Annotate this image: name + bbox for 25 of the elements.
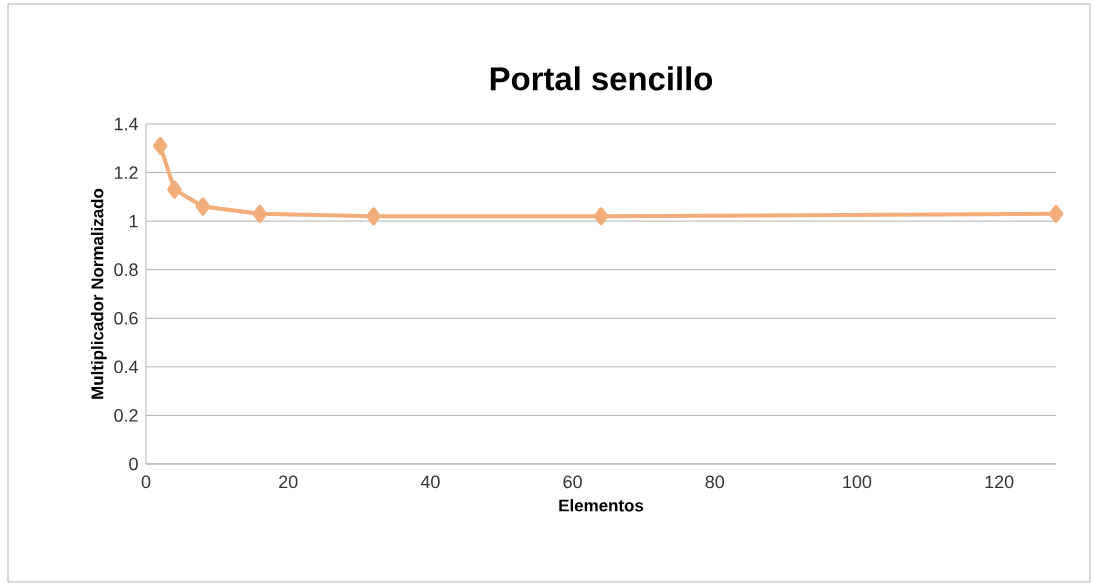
point: [252, 204, 268, 223]
y-tick-label: 0: [129, 457, 138, 471]
x-tick-label: 0: [141, 475, 151, 489]
x-tick-label: 120: [985, 475, 1014, 489]
point: [593, 207, 609, 226]
x-tick-label: 20: [279, 475, 298, 489]
point: [195, 197, 211, 216]
y-tick-label: 0.4: [114, 360, 138, 374]
point: [1048, 204, 1064, 223]
y-tick-label: 0.6: [114, 311, 138, 325]
x-tick-label: 100: [843, 475, 872, 489]
y-tick-label: 1: [129, 214, 138, 228]
point: [152, 136, 168, 155]
y-axis-title: Multiplicador Normalizado: [90, 188, 107, 399]
y-tick-label: 1.4: [114, 117, 138, 131]
chart-title: Portal sencillo: [490, 66, 713, 91]
x-tick-label: 80: [705, 475, 725, 489]
point: [366, 207, 381, 226]
x-tick-label: 40: [420, 475, 440, 489]
x-axis-title: Elementos: [559, 499, 644, 512]
y-tick-label: 1.2: [114, 166, 138, 179]
y-tick-label: 0.8: [114, 263, 138, 277]
y-tick-label: 0.2: [114, 409, 138, 422]
point: [167, 180, 182, 199]
x-tick-label: 60: [563, 475, 582, 489]
